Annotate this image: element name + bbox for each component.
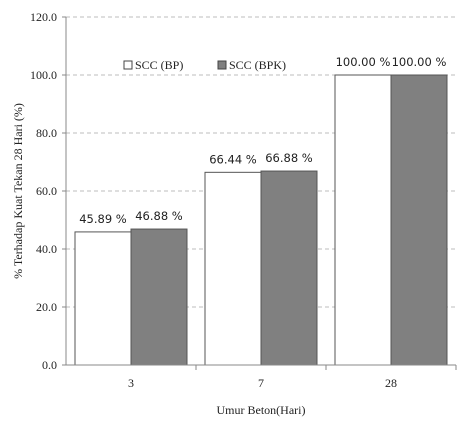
bar <box>390 74 448 366</box>
y-tick-label: 100.0 <box>30 68 57 82</box>
y-tick-label: 60.0 <box>36 184 57 198</box>
data-label: 46.88 % <box>135 209 183 223</box>
x-tick-label: 28 <box>385 376 397 390</box>
x-axis-title: Umur Beton(Hari) <box>217 403 306 417</box>
data-label: 100.00 % <box>392 55 447 69</box>
y-tick-label: 40.0 <box>36 242 57 256</box>
x-tick-label: 7 <box>258 376 264 390</box>
y-tick-label: 20.0 <box>36 300 57 314</box>
y-tick-label: 80.0 <box>36 126 57 140</box>
y-tick-label: 120.0 <box>30 10 57 24</box>
data-label: 66.88 % <box>265 151 313 165</box>
bar <box>204 171 262 366</box>
bar <box>260 170 318 366</box>
bar <box>334 74 392 366</box>
legend-swatch-scc-bp <box>123 60 133 70</box>
bars <box>74 74 448 366</box>
data-label: 100.00 % <box>336 55 391 69</box>
y-tick-labels: 0.0 20.0 40.0 60.0 80.0 100.0 120.0 <box>30 10 57 372</box>
y-axis-title: % Terhadap Kuat Tekan 28 Hari (%) <box>11 103 25 279</box>
legend: SCC (BP) SCC (BPK) <box>123 58 286 72</box>
x-tick-label: 3 <box>128 376 134 390</box>
data-label: 66.44 % <box>209 152 257 166</box>
axes <box>65 17 456 366</box>
data-labels: 45.89 % 46.88 % 66.44 % 66.88 % 100.00 % 100.… <box>79 55 446 226</box>
bar <box>130 228 188 366</box>
x-tick-labels: 3 7 28 <box>128 376 397 390</box>
bar <box>74 231 132 366</box>
legend-swatch-scc-bpk <box>217 60 227 70</box>
legend-label-scc-bpk: SCC (BPK) <box>229 58 286 72</box>
y-tick-label: 0.0 <box>42 358 57 372</box>
legend-label-scc-bp: SCC (BP) <box>135 58 183 72</box>
data-label: 45.89 % <box>79 212 127 226</box>
